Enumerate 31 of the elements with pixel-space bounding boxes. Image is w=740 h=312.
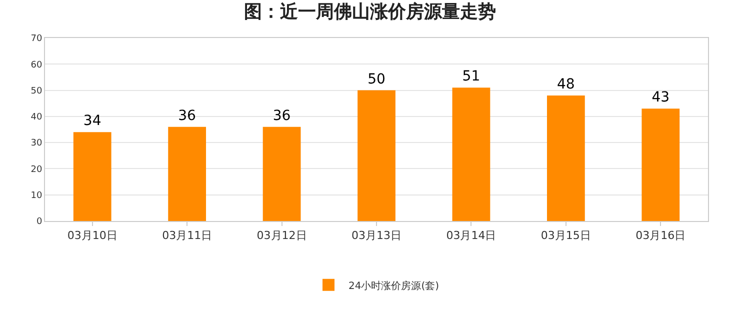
y-tick-label: 70 xyxy=(30,34,42,44)
data-label: 48 xyxy=(557,76,575,93)
bar xyxy=(168,126,206,221)
x-tick-label: 03月15日 xyxy=(540,229,591,242)
bar xyxy=(73,132,112,221)
y-tick-label: 10 xyxy=(30,191,42,202)
data-label: 50 xyxy=(368,71,386,88)
x-tick-label: 03月16日 xyxy=(636,229,686,242)
y-tick-label: 20 xyxy=(30,164,42,175)
data-label: 51 xyxy=(462,68,480,85)
bar xyxy=(262,126,301,221)
x-tick-label: 03月11日 xyxy=(162,229,212,242)
data-label: 34 xyxy=(83,113,102,130)
x-tick-label: 03月10日 xyxy=(67,229,118,242)
y-tick-label: 40 xyxy=(30,112,42,123)
bar xyxy=(546,96,585,221)
x-tick-label: 03月13日 xyxy=(352,229,402,242)
bar xyxy=(642,108,680,221)
data-label: 43 xyxy=(652,90,670,106)
legend-label: 24小时涨价房源(套) xyxy=(348,280,440,292)
y-tick-label: 50 xyxy=(30,86,42,96)
x-tick-label: 03月14日 xyxy=(446,229,496,242)
chart-title: 图：近一周佛山涨价房源量走势 xyxy=(244,1,496,22)
y-tick-label: 60 xyxy=(30,60,42,70)
x-tick-label: 03月12日 xyxy=(256,229,307,242)
y-tick-label: 0 xyxy=(36,217,42,228)
data-label: 36 xyxy=(272,108,291,124)
bar xyxy=(358,90,396,221)
y-tick-label: 30 xyxy=(30,138,42,149)
data-label: 36 xyxy=(178,108,196,124)
bar xyxy=(452,88,490,221)
